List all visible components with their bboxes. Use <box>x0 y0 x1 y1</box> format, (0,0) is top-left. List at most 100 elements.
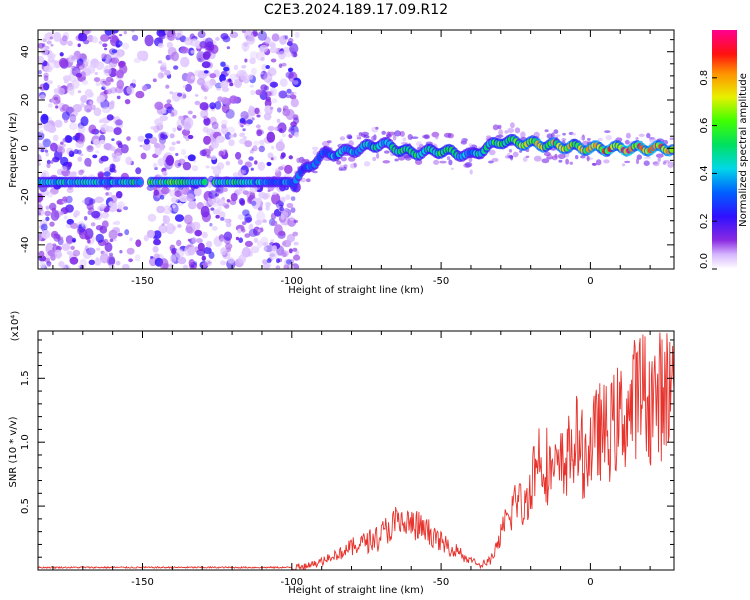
heatmap-speckle <box>144 138 150 145</box>
heatmap-speckle <box>165 223 175 235</box>
heatmap-speckle <box>106 114 114 121</box>
heatmap-speckle <box>239 123 243 127</box>
heatmap-speckle <box>115 40 123 47</box>
heatmap-speckle <box>198 54 204 59</box>
heatmap-speckle <box>60 141 64 145</box>
heatmap-speckle <box>190 264 195 268</box>
colorbar-gradient <box>712 30 737 269</box>
heatmap-speckle <box>82 248 92 260</box>
heatmap-speckle <box>101 106 111 114</box>
heatmap-speckle <box>97 205 105 211</box>
heatmap-speckle <box>109 34 118 43</box>
heatmap-speckle <box>662 161 667 165</box>
heatmap-speckle <box>43 75 49 82</box>
heatmap-speckle <box>312 149 318 156</box>
heatmap-speckle <box>254 219 262 226</box>
heatmap-speckle <box>78 33 88 42</box>
heatmap-speckle <box>269 42 276 48</box>
heatmap-speckle <box>153 238 161 246</box>
heatmap-speckle <box>182 161 192 171</box>
heatmap-speckle <box>196 77 206 86</box>
heatmap-speckle <box>56 145 63 153</box>
heatmap-speckle <box>129 237 133 241</box>
heatmap-speckle <box>336 160 342 165</box>
heatmap-speckle <box>282 133 286 138</box>
heatmap-speckle <box>244 30 254 41</box>
heatmap-speckle <box>191 165 199 172</box>
heatmap-speckle <box>271 98 278 104</box>
heatmap-speckle <box>433 159 440 165</box>
heatmap-speckle <box>114 152 122 161</box>
heatmap-speckle <box>161 32 166 37</box>
heatmap-speckle <box>209 116 217 126</box>
heatmap-speckle <box>38 162 42 166</box>
heatmap-speckle <box>220 247 227 256</box>
heatmap-speckle <box>169 91 174 95</box>
heatmap-speckle <box>206 128 215 136</box>
heatmap-speckle <box>123 206 129 211</box>
heatmap-speckle <box>290 196 296 202</box>
heatmap-speckle <box>269 242 275 246</box>
spectrogram-panel: -150 -100 -50 0 -40 -20 0 20 40 Height of strai… <box>8 29 675 296</box>
heatmap-speckle <box>198 58 202 61</box>
heatmap-speckle <box>126 85 135 95</box>
heatmap-speckle <box>256 129 263 137</box>
heatmap-speckle <box>54 249 62 259</box>
heatmap-speckle <box>292 80 299 85</box>
heatmap-speckle <box>643 156 652 159</box>
heatmap-speckle <box>164 30 174 37</box>
heatmap-speckle <box>182 85 187 89</box>
colorbar: 0.0 0.2 0.4 0.6 0.8 Normalized spectral ampl… <box>699 30 749 270</box>
heatmap-speckle <box>256 240 263 248</box>
heatmap-speckle <box>93 138 99 146</box>
heatmap-speckle <box>491 157 499 162</box>
heatmap-speckle <box>543 151 551 157</box>
heatmap-speckle <box>254 107 260 115</box>
heatmap-speckle <box>166 41 174 49</box>
heatmap-speckle <box>44 257 50 263</box>
heatmap-speckle <box>46 40 52 45</box>
heatmap-speckle <box>229 82 234 87</box>
heatmap-speckle <box>60 166 68 172</box>
heatmap-speckle <box>264 98 272 108</box>
heatmap-speckle <box>219 238 225 243</box>
heatmap-speckle <box>259 44 268 53</box>
heatmap-speckle <box>525 155 530 158</box>
heatmap-speckle <box>95 150 100 154</box>
heatmap-speckle <box>115 260 121 266</box>
heatmap-speckle <box>257 229 261 233</box>
heatmap-speckle <box>169 34 175 40</box>
heatmap-speckle <box>248 228 258 237</box>
heatmap-speckle <box>63 118 68 123</box>
y-tick-label: 1.5 <box>20 370 31 386</box>
heatmap-speckle <box>220 80 229 89</box>
heatmap-speckle <box>250 89 256 96</box>
heatmap-speckle <box>180 189 186 195</box>
heatmap-speckle <box>77 90 82 94</box>
snr-frame <box>37 330 675 571</box>
heatmap-speckle <box>443 132 452 138</box>
heatmap-speckle <box>657 157 661 162</box>
heatmap-speckle <box>77 265 81 268</box>
heatmap-speckle <box>237 159 243 166</box>
heatmap-speckle <box>56 200 61 205</box>
heatmap-speckle <box>554 134 561 137</box>
heatmap-speckle <box>110 146 116 152</box>
heatmap-speckle <box>230 193 238 202</box>
heatmap-speckle <box>225 221 232 228</box>
heatmap-speckle <box>165 155 175 166</box>
heatmap-speckle <box>176 239 182 247</box>
heatmap-speckle <box>45 205 50 210</box>
heatmap-speckle <box>407 134 413 140</box>
heatmap-speckle <box>247 74 254 80</box>
heatmap-speckle <box>258 145 265 153</box>
heatmap-speckle <box>52 243 57 247</box>
heatmap-speckle <box>204 80 214 90</box>
heatmap-speckle <box>65 195 73 204</box>
heatmap-speckle <box>392 134 397 141</box>
heatmap-speckle <box>356 134 362 138</box>
heatmap-speckle <box>208 251 215 259</box>
heatmap-speckle <box>38 42 45 49</box>
heatmap-speckle <box>253 140 260 146</box>
heatmap-speckle <box>152 78 157 83</box>
